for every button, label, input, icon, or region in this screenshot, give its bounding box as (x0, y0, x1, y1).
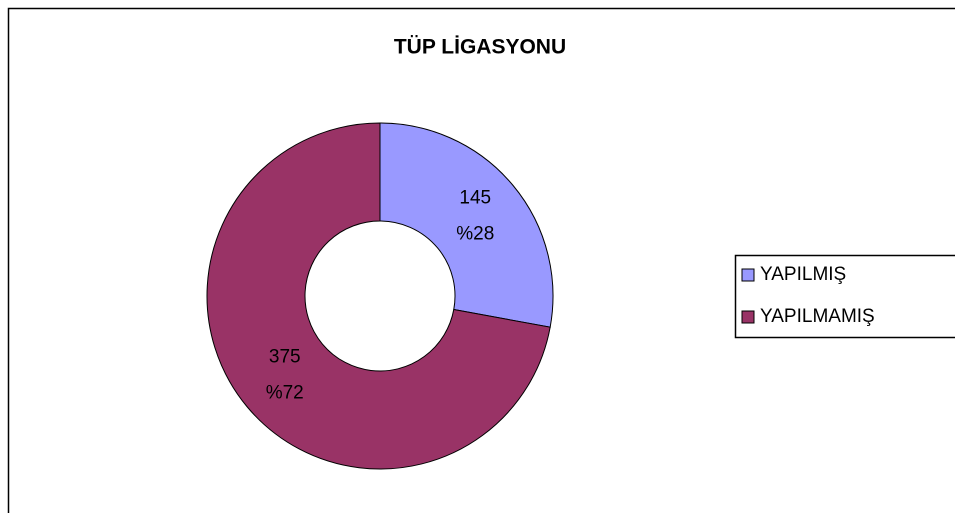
data-label: 145 (459, 188, 491, 209)
donut-slice (206, 122, 551, 470)
donut-slice (379, 122, 554, 328)
legend-box (734, 254, 955, 339)
legend-swatch (741, 310, 755, 324)
legend-label: YAPILMIŞ (760, 264, 846, 285)
legend-label: YAPILMAMIŞ (760, 306, 875, 327)
legend-swatch (741, 268, 755, 282)
data-label: 375 (269, 346, 301, 367)
percent-label: %72 (266, 382, 304, 403)
chart-title: TÜP LİGASYONU (394, 36, 566, 59)
percent-label: %28 (456, 224, 494, 245)
